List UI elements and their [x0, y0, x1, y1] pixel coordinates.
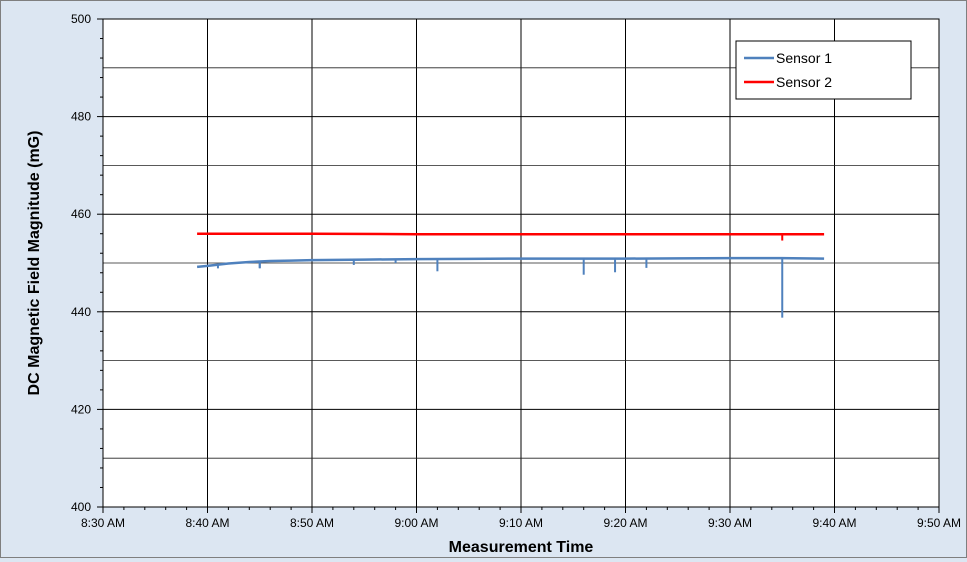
x-tick-label: 8:40 AM: [185, 516, 229, 530]
x-tick-label: 9:10 AM: [499, 516, 543, 530]
legend-box: [735, 40, 912, 100]
x-tick-label: 9:20 AM: [603, 516, 647, 530]
plot-border: [102, 18, 940, 508]
y-tick-label: 440: [71, 305, 91, 319]
x-tick-label: 9:40 AM: [812, 516, 856, 530]
axes: 8:30 AM 8:40 AM 8:50 AM 9:00 AM 9:10 AM 9:20 …: [71, 12, 961, 530]
x-tick-label: 9:30 AM: [708, 516, 752, 530]
y-tick-label: 500: [71, 12, 91, 26]
x-tick-label: 8:50 AM: [290, 516, 334, 530]
y-tick-label: 420: [71, 402, 91, 416]
y-tick-label: 480: [71, 110, 91, 124]
y-axis-title: DC Magnetic Field Magnitude (mG): [26, 131, 43, 396]
series-line-1: [196, 256, 825, 269]
legend-label-2: Sensor 2: [776, 74, 832, 90]
x-tick-label: 9:00 AM: [394, 516, 438, 530]
y-tick-label: 460: [71, 207, 91, 221]
series-line-2: [197, 232, 825, 236]
y-tick-label: 400: [71, 500, 91, 514]
legend: Sensor 1 Sensor 2: [735, 40, 912, 100]
x-axis-title: Measurement Time: [449, 539, 594, 556]
series-layer: [196, 232, 825, 318]
x-tick-label: 9:50 AM: [917, 516, 961, 530]
legend-label-1: Sensor 1: [776, 50, 832, 66]
x-tick-label: 8:30 AM: [81, 516, 125, 530]
